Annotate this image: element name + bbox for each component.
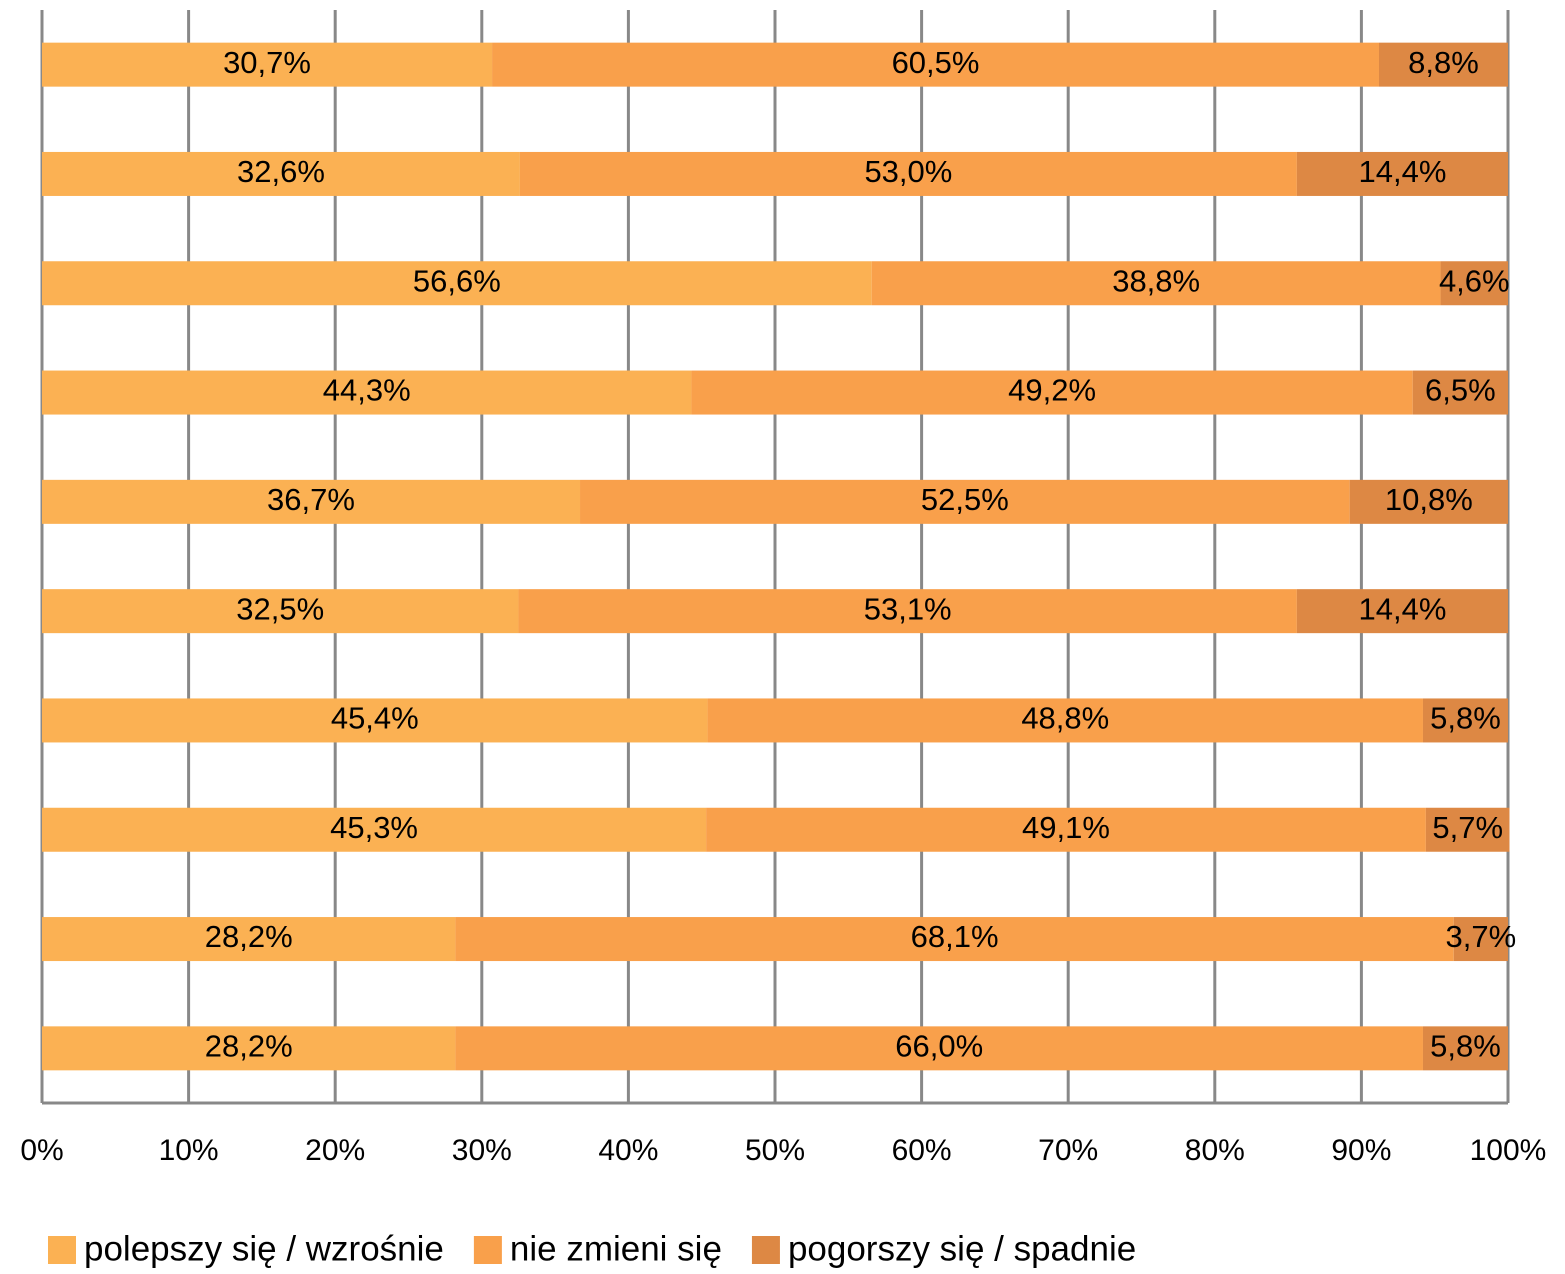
bar-segment [707,698,1423,743]
data-label: 14,4% [1358,591,1446,626]
bar-segment [871,261,1441,306]
data-label: 8,8% [1408,45,1479,80]
legend-swatch [473,1236,502,1264]
data-label: 28,2% [205,1029,293,1064]
x-tick-label: 90% [1331,1134,1391,1167]
bar-segment [455,917,1454,962]
data-label: 14,4% [1358,154,1446,189]
data-label: 5,8% [1430,1029,1501,1064]
data-label: 36,7% [267,482,355,517]
data-label: 56,6% [413,263,501,298]
legend-swatch [48,1236,76,1264]
bar-segment [1425,807,1510,852]
bar-segment [1296,151,1508,196]
x-tick-label: 70% [1038,1134,1098,1167]
data-label: 10,8% [1385,482,1473,517]
legend-label: polepszy się / wzrośnie [84,1229,444,1268]
data-label: 49,1% [1022,810,1110,845]
bar-segment [1440,261,1508,306]
data-label: 32,5% [236,591,324,626]
data-label: 32,6% [237,154,325,189]
bar-segment [42,807,707,852]
bar-segment [42,589,519,634]
x-tick-label: 0% [20,1134,63,1167]
data-label: 45,3% [330,810,418,845]
x-tick-label: 30% [452,1134,512,1167]
bar-segment [1422,698,1508,743]
data-label: 66,0% [895,1029,983,1064]
x-tick-label: 20% [305,1134,365,1167]
bar-segment [455,1026,1423,1071]
bar-segment [1349,479,1508,524]
data-label: 45,4% [331,701,419,736]
bar-segment [1378,42,1508,87]
data-label: 4,6% [1439,263,1510,298]
bar-segment [691,370,1413,415]
bar-segment [42,1026,456,1071]
data-label: 6,5% [1425,373,1496,408]
data-label: 5,8% [1430,701,1501,736]
data-label: 52,5% [921,482,1009,517]
bar-segment [42,917,456,962]
x-tick-label: 40% [598,1134,658,1167]
x-tick-label: 10% [159,1134,219,1167]
bar-segment [42,151,520,196]
data-label: 68,1% [911,919,999,954]
bar-segment [519,151,1297,196]
bar-segment [580,479,1350,524]
bar-segment [706,807,1426,852]
bar-segment [518,589,1297,634]
data-label: 48,8% [1021,701,1109,736]
x-tick-label: 60% [892,1134,952,1167]
data-label: 28,2% [205,919,293,954]
bar-segment [42,698,708,743]
x-tick-label: 80% [1185,1134,1245,1167]
data-label: 53,0% [864,154,952,189]
bar-segment [1422,1026,1508,1071]
legend-label: pogorszy się / spadnie [788,1229,1136,1268]
legend-label: nie zmieni się [510,1229,722,1268]
bar-segment [42,479,581,524]
bar-segment [1296,589,1508,634]
bar-segment [1453,917,1508,962]
bar-segment [42,370,692,415]
data-label: 5,7% [1432,810,1503,845]
bar-segment [42,42,493,87]
data-label: 3,7% [1446,919,1517,954]
data-label: 49,2% [1008,373,1096,408]
bar-segment [42,261,872,306]
data-label: 53,1% [864,591,952,626]
x-tick-label: 50% [745,1134,805,1167]
data-label: 60,5% [892,45,980,80]
bar-segment [492,42,1379,87]
data-label: 30,7% [223,45,311,80]
data-label: 44,3% [323,373,411,408]
bar-segment [1412,370,1508,415]
data-label: 38,8% [1112,263,1200,298]
x-tick-label: 100% [1470,1134,1547,1167]
legend-swatch [751,1236,780,1264]
